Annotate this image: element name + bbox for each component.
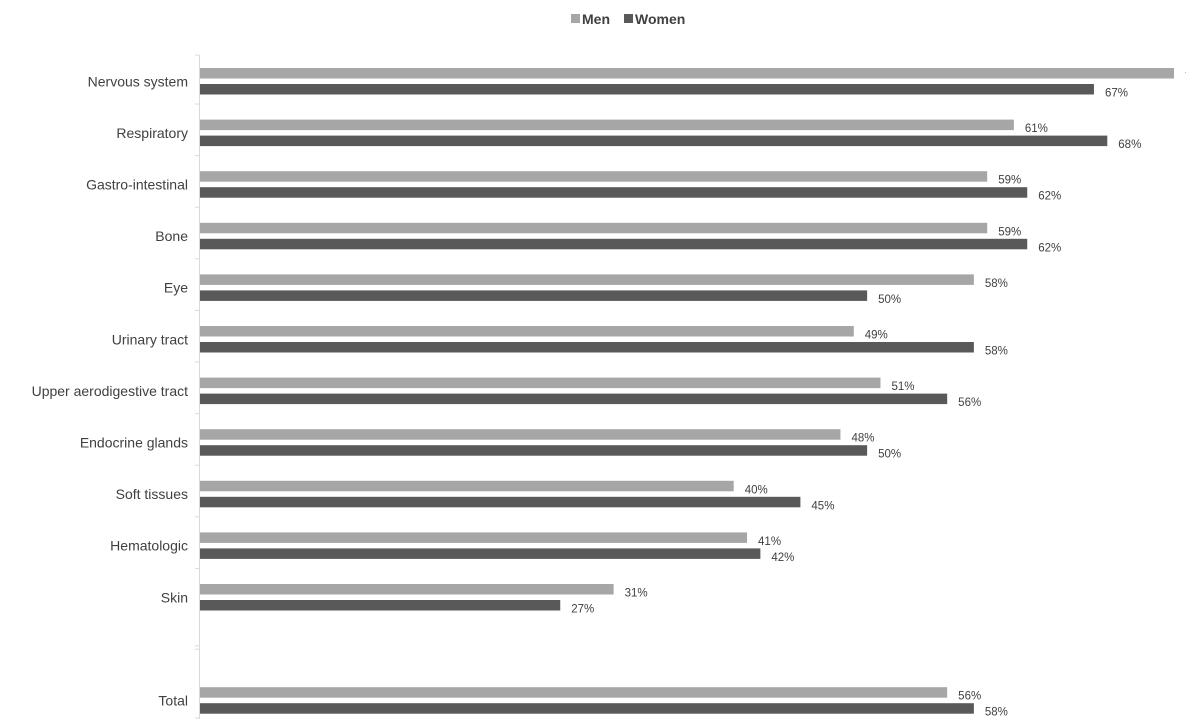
- legend-swatch-men: [571, 14, 580, 23]
- y-axis: [195, 54, 200, 719]
- bar-women-soft-tissues: [200, 496, 801, 508]
- category-label-urinary-tract: Urinary tract: [112, 331, 188, 347]
- bar-men-eye: [200, 274, 974, 285]
- category-label-bone: Bone: [155, 228, 188, 244]
- bar-women-nervous-system: [200, 84, 1094, 95]
- bar-men-hematologic: [200, 532, 748, 543]
- bar-women-upper-aerodigestive-tract: [200, 393, 948, 405]
- bar-men-total: [200, 687, 948, 698]
- bar-women-total: [200, 703, 974, 714]
- legend-swatch-women: [624, 14, 633, 23]
- category-label-skin: Skin: [161, 589, 188, 605]
- legend-label-men: Men: [582, 11, 610, 27]
- bar-women-urinary-tract: [200, 342, 974, 353]
- value-label-men-hematologic: 41%: [758, 536, 781, 548]
- bar-women-gastro-intestinal: [200, 187, 1028, 198]
- value-label-women-endocrine-glands: 50%: [878, 449, 901, 461]
- bar-men-upper-aerodigestive-tract: [200, 377, 881, 389]
- bar-men-nervous-system: [200, 68, 1174, 79]
- legend: Men Women: [571, 11, 685, 27]
- bar-women-eye: [200, 290, 868, 301]
- category-label-respiratory: Respiratory: [116, 125, 188, 141]
- value-label-men-total: 56%: [958, 691, 981, 703]
- bar-men-gastro-intestinal: [200, 171, 988, 182]
- bar-men-bone: [200, 222, 988, 234]
- bar-women-hematologic: [200, 548, 761, 559]
- value-label-men-gastro-intestinal: 59%: [998, 175, 1021, 187]
- value-label-women-eye: 50%: [878, 294, 901, 306]
- value-label-men-upper-aerodigestive-tract: 51%: [891, 381, 914, 393]
- value-label-men-skin: 31%: [625, 588, 648, 600]
- bar-women-respiratory: [200, 135, 1108, 147]
- bar-women-endocrine-glands: [200, 445, 868, 456]
- category-label-eye: Eye: [164, 280, 188, 296]
- category-label-upper-aerodigestive-tract: Upper aerodigestive tract: [32, 383, 189, 399]
- bar-men-respiratory: [200, 119, 1014, 131]
- value-label-men-urinary-tract: 49%: [865, 330, 888, 342]
- value-label-women-upper-aerodigestive-tract: 56%: [958, 397, 981, 409]
- bar-men-urinary-tract: [200, 326, 854, 337]
- labels: Nervous system73%67%Respiratory61%68%Gas…: [32, 72, 1186, 719]
- value-label-women-skin: 27%: [571, 604, 594, 616]
- value-label-women-hematologic: 42%: [771, 552, 794, 564]
- bar-men-endocrine-glands: [200, 429, 841, 440]
- category-label-endocrine-glands: Endocrine glands: [80, 434, 188, 450]
- bars: [200, 68, 1174, 714]
- bar-men-skin: [200, 584, 614, 595]
- value-label-women-bone: 62%: [1038, 242, 1061, 254]
- value-label-men-respiratory: 61%: [1025, 123, 1048, 135]
- category-label-total: Total: [158, 692, 188, 708]
- bar-women-skin: [200, 600, 561, 611]
- value-label-women-gastro-intestinal: 62%: [1038, 191, 1061, 203]
- value-label-women-total: 58%: [985, 707, 1008, 719]
- category-label-gastro-intestinal: Gastro-intestinal: [86, 176, 188, 192]
- value-label-women-nervous-system: 67%: [1105, 88, 1128, 100]
- value-label-men-eye: 58%: [985, 278, 1008, 290]
- category-label-nervous-system: Nervous system: [88, 73, 188, 89]
- category-label-hematologic: Hematologic: [110, 538, 188, 554]
- value-label-women-soft-tissues: 45%: [811, 500, 834, 512]
- bar-women-bone: [200, 238, 1028, 250]
- bar-men-soft-tissues: [200, 480, 734, 492]
- value-label-women-urinary-tract: 58%: [985, 346, 1008, 358]
- value-label-women-respiratory: 68%: [1118, 139, 1141, 151]
- legend-label-women: Women: [635, 11, 685, 27]
- value-label-men-bone: 59%: [998, 226, 1021, 238]
- value-label-men-endocrine-glands: 48%: [851, 433, 874, 445]
- value-label-men-soft-tissues: 40%: [745, 484, 768, 496]
- category-label-soft-tissues: Soft tissues: [116, 486, 188, 502]
